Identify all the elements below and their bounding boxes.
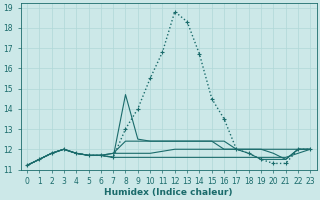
X-axis label: Humidex (Indice chaleur): Humidex (Indice chaleur) bbox=[104, 188, 233, 197]
